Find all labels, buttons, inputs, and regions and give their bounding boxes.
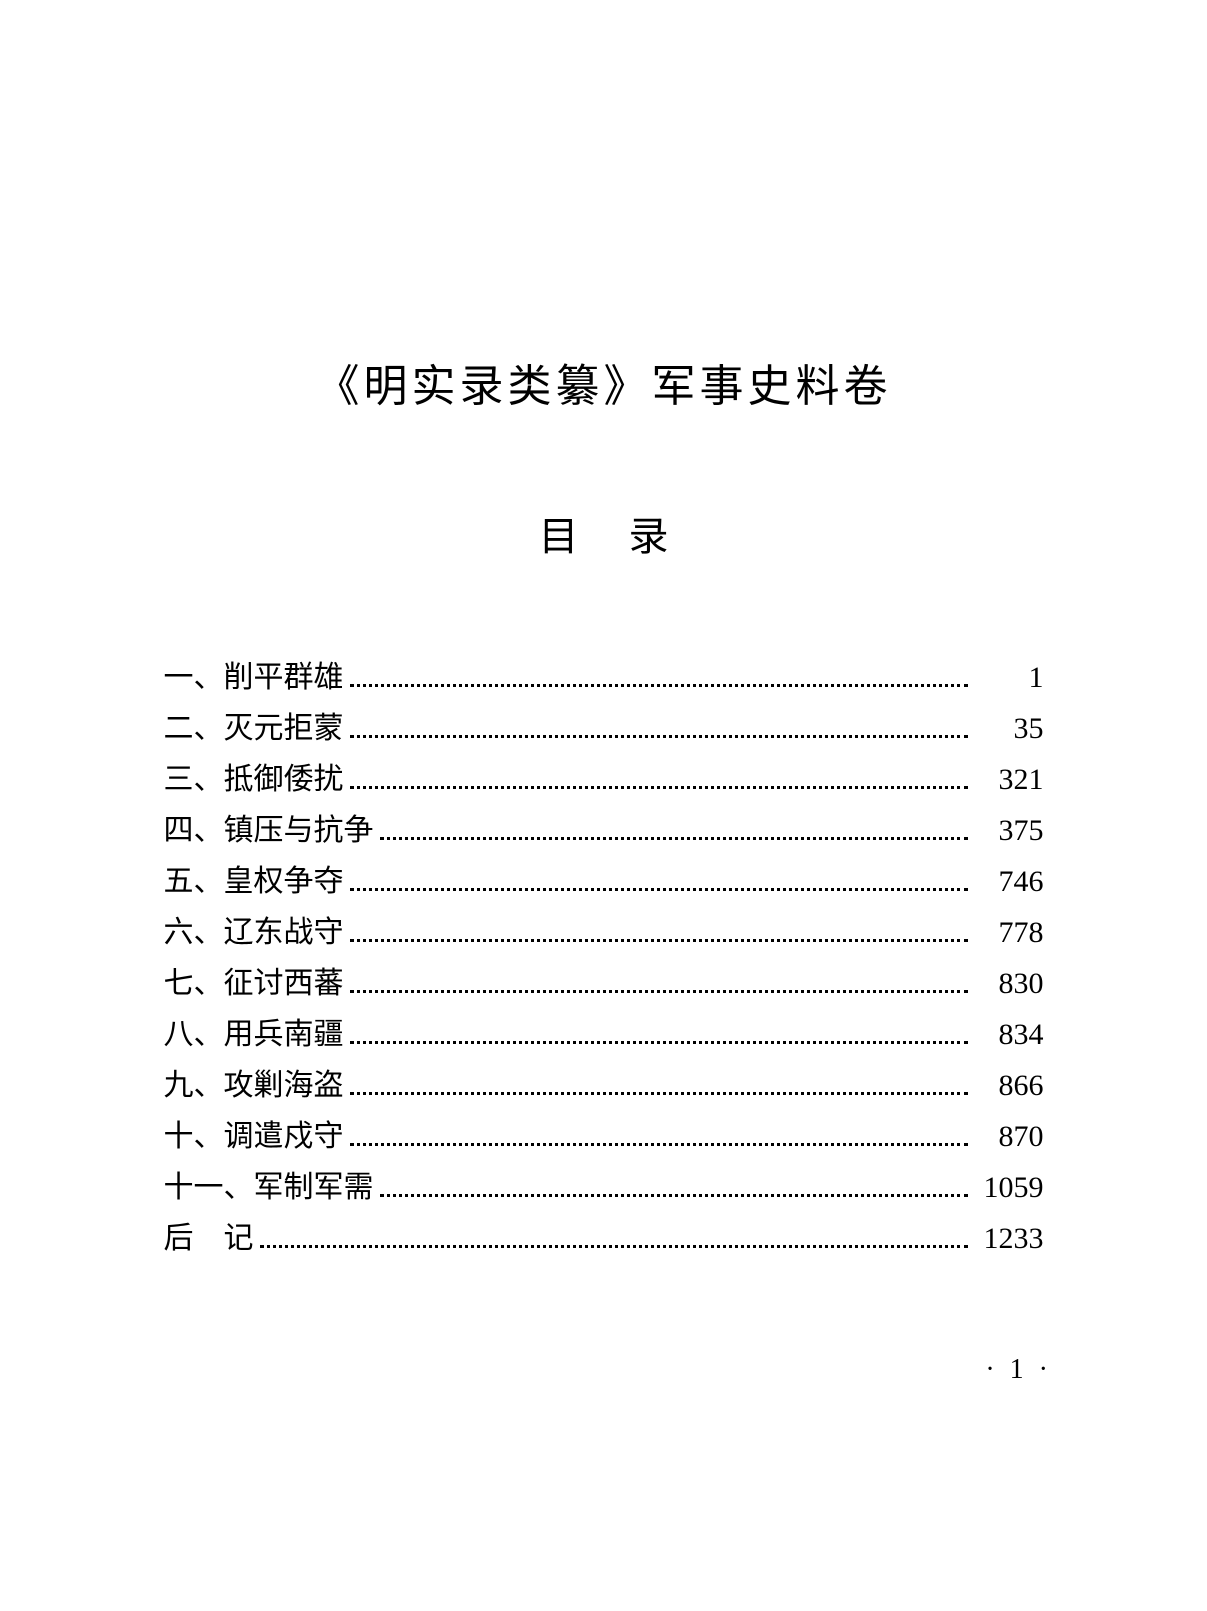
toc-leader-dots <box>380 813 968 840</box>
toc-entry: 八、用兵南疆 834 <box>164 1009 1044 1060</box>
toc-entry: 九、攻剿海盗 866 <box>164 1060 1044 1111</box>
toc-label: 后 记 <box>164 1213 254 1264</box>
toc-label: 七、征讨西蕃 <box>164 958 344 1009</box>
toc-page-number: 834 <box>974 1009 1044 1060</box>
toc-entry: 五、皇权争夺 746 <box>164 856 1044 907</box>
toc-leader-dots <box>350 966 968 993</box>
toc-label: 六、辽东战守 <box>164 907 344 958</box>
toc-page-number: 321 <box>974 754 1044 805</box>
toc-page-number: 1233 <box>974 1213 1044 1264</box>
toc-page-number: 778 <box>974 907 1044 958</box>
book-title: 《明实录类纂》军事史料卷 <box>120 350 1087 414</box>
toc-label: 九、攻剿海盗 <box>164 1060 344 1111</box>
toc-label: 十一、军制军需 <box>164 1162 374 1213</box>
toc-page-number: 375 <box>974 805 1044 856</box>
toc-page-number: 35 <box>974 703 1044 754</box>
toc-label: 八、用兵南疆 <box>164 1009 344 1060</box>
toc-entry: 四、镇压与抗争 375 <box>164 805 1044 856</box>
toc-label: 二、灭元拒蒙 <box>164 703 344 754</box>
toc-entry: 十、调遣戍守 870 <box>164 1111 1044 1162</box>
toc-page-number: 1059 <box>974 1162 1044 1213</box>
toc-page-number: 746 <box>974 856 1044 907</box>
toc-leader-dots <box>350 660 968 687</box>
footer-page-number: · 1 · <box>985 1354 1052 1386</box>
toc-entry: 七、征讨西蕃 830 <box>164 958 1044 1009</box>
toc-entry: 二、灭元拒蒙 35 <box>164 703 1044 754</box>
toc-leader-dots <box>350 1119 968 1146</box>
toc-leader-dots <box>350 762 968 789</box>
toc-leader-dots <box>350 1017 968 1044</box>
toc-label: 一、削平群雄 <box>164 652 344 703</box>
toc-label: 十、调遣戍守 <box>164 1111 344 1162</box>
toc-leader-dots <box>260 1221 968 1248</box>
toc-heading: 目录 <box>120 504 1087 562</box>
toc-entry: 六、辽东战守 778 <box>164 907 1044 958</box>
toc-page-number: 1 <box>974 652 1044 703</box>
toc-leader-dots <box>350 711 968 738</box>
toc-leader-dots <box>350 1068 968 1095</box>
toc-page-number: 866 <box>974 1060 1044 1111</box>
toc-leader-dots <box>380 1170 968 1197</box>
toc-leader-dots <box>350 915 968 942</box>
document-page: 《明实录类纂》军事史料卷 目录 一、削平群雄 1 二、灭元拒蒙 35 三、抵御倭… <box>0 0 1207 1364</box>
toc-label: 五、皇权争夺 <box>164 856 344 907</box>
toc-entry: 后 记 1233 <box>164 1213 1044 1264</box>
toc-entry: 十一、军制军需 1059 <box>164 1162 1044 1213</box>
toc-page-number: 830 <box>974 958 1044 1009</box>
toc-label: 四、镇压与抗争 <box>164 805 374 856</box>
toc-label: 三、抵御倭扰 <box>164 754 344 805</box>
toc-entry: 一、削平群雄 1 <box>164 652 1044 703</box>
toc-leader-dots <box>350 864 968 891</box>
toc-entry: 三、抵御倭扰 321 <box>164 754 1044 805</box>
toc-list: 一、削平群雄 1 二、灭元拒蒙 35 三、抵御倭扰 321 四、镇压与抗争 37… <box>164 652 1044 1264</box>
toc-page-number: 870 <box>974 1111 1044 1162</box>
